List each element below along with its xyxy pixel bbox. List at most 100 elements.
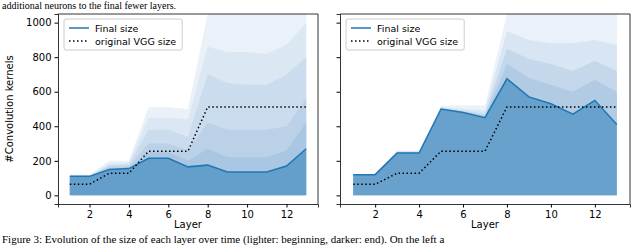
y-tick <box>337 195 341 196</box>
y-tick <box>337 57 341 58</box>
x-axis-line <box>341 205 631 208</box>
x-tick: 8 <box>205 204 211 220</box>
x-tick: 6 <box>460 204 466 220</box>
x-tick: 2 <box>372 204 378 220</box>
x-tick: 12 <box>589 204 602 220</box>
area-snapshot <box>353 31 617 195</box>
x-tick: 12 <box>281 204 294 220</box>
x-tick-label: 2 <box>87 209 93 220</box>
y-tick: 600 <box>32 86 58 97</box>
y-axis-line <box>55 15 59 205</box>
x-tick: 6 <box>166 204 172 220</box>
y-tick <box>337 23 341 24</box>
final-area <box>353 79 617 196</box>
figure: additional neurons to the final fewer la… <box>0 0 640 248</box>
y-tick: 0 <box>45 190 58 201</box>
legend: Final sizeoriginal VGG size <box>346 19 464 50</box>
legend-label: Final size <box>95 23 138 34</box>
y-tick-mark <box>55 57 59 58</box>
final-area <box>70 149 306 196</box>
x-tick-mark <box>168 204 169 208</box>
x-axis: 2 4 6 8 10 12 <box>59 204 319 220</box>
y-tick-mark <box>55 92 59 93</box>
x-tick: 4 <box>416 204 422 220</box>
x-tick-mark <box>419 204 420 208</box>
x-tick-mark <box>463 204 464 208</box>
area-snapshot <box>70 57 306 195</box>
x-tick-label: 4 <box>416 209 422 220</box>
y-tick-mark <box>337 126 341 127</box>
y-tick: 800 <box>32 52 58 63</box>
line <box>353 79 617 175</box>
area-snapshot <box>353 64 617 195</box>
x-axis: 2 4 6 8 10 12 <box>341 204 631 220</box>
x-tick-label: 8 <box>205 209 211 220</box>
y-tick-label: 200 <box>32 156 51 167</box>
y-tick-label: 0 <box>45 190 51 201</box>
legend-swatch <box>351 40 371 42</box>
legend-label: original VGG size <box>95 36 176 47</box>
line <box>353 107 617 184</box>
frame-right <box>318 14 319 204</box>
x-tick-mark <box>208 204 209 208</box>
y-tick <box>337 161 341 162</box>
y-tick-mark <box>55 161 59 162</box>
x-tick: 8 <box>504 204 510 220</box>
x-tick-label: 6 <box>166 209 172 220</box>
line <box>70 107 306 184</box>
y-axis-line <box>337 15 341 205</box>
x-tick-mark <box>286 204 287 208</box>
y-tick: 200 <box>32 156 58 167</box>
y-tick-label: 1000 <box>26 17 51 28</box>
y-tick: 1000 <box>26 17 58 28</box>
y-tick <box>337 92 341 93</box>
y-tick-mark <box>55 195 59 196</box>
x-tick-mark <box>375 204 376 208</box>
x-tick: 10 <box>241 204 254 220</box>
y-tick-label: 400 <box>32 121 51 132</box>
y-tick-mark <box>337 161 341 162</box>
legend-label: Final size <box>377 23 420 34</box>
x-tick-label: 12 <box>589 209 602 220</box>
area-snapshot <box>353 14 617 195</box>
frame-top <box>58 14 318 15</box>
y-tick-label: 600 <box>32 86 51 97</box>
x-axis-line <box>59 205 319 208</box>
x-tick-label: 2 <box>372 209 378 220</box>
y-tick <box>337 126 341 127</box>
legend: Final size original VGG size <box>64 19 182 50</box>
x-tick-label: 8 <box>504 209 510 220</box>
x-tick-label: 6 <box>460 209 466 220</box>
area-snapshot <box>70 123 306 196</box>
y-tick: 400 <box>32 121 58 132</box>
line <box>70 149 306 177</box>
y-tick-mark <box>337 92 341 93</box>
panel: 2468101202004006008001000Layer#Convoluti… <box>4 14 319 230</box>
plot-marks <box>70 14 306 195</box>
x-tick-mark <box>247 204 248 208</box>
y-tick-mark <box>337 195 341 196</box>
frame-right <box>630 14 631 204</box>
x-tick-mark <box>129 204 130 208</box>
y-tick-mark <box>337 23 341 24</box>
area-snapshot <box>70 99 306 196</box>
y-axis-title: #Convolution kernels <box>4 55 15 162</box>
y-tick-mark <box>55 126 59 127</box>
x-tick-label: 4 <box>126 209 132 220</box>
panel: 24681012LayerFinal sizeoriginal VGG size <box>337 14 631 230</box>
legend-swatch <box>69 40 89 42</box>
x-tick: 4 <box>126 204 132 220</box>
area-snapshot <box>70 14 306 195</box>
y-tick-label: 800 <box>32 52 51 63</box>
x-tick-label: 10 <box>545 209 558 220</box>
x-tick: 10 <box>545 204 558 220</box>
x-tick-mark <box>595 204 596 208</box>
y-tick-mark <box>337 57 341 58</box>
y-axis: 0 200 400 600 800 1000 <box>26 15 58 205</box>
caption: Figure 3: Evolution of the size of each … <box>2 233 444 246</box>
y-axis <box>337 15 341 205</box>
x-tick-mark <box>551 204 552 208</box>
x-tick-label: 12 <box>281 209 294 220</box>
area-snapshot <box>353 49 617 196</box>
legend-swatch <box>351 27 371 29</box>
